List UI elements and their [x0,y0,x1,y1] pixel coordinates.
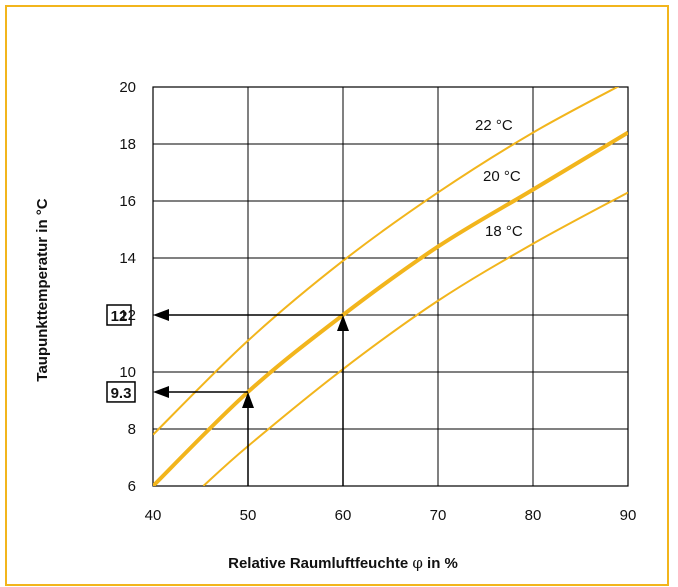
y-tick-label: 8 [128,421,136,438]
arrowhead [242,391,254,408]
curve-labels: 22 °C 20 °C 18 °C [475,117,523,240]
value-box [106,304,132,326]
x-tick-label: 60 [335,507,352,524]
plot-border [152,86,629,487]
x-axis-title: Relative Raumluftfeuchte φ in % [228,554,458,572]
curve-label: 20 °C [483,168,521,185]
arrowhead [337,315,349,331]
curve-label: 18 °C [485,223,523,240]
curve-label: 22 °C [475,117,513,134]
y-tick-label: 6 [128,478,136,495]
y-tick-label: 12 [119,307,136,324]
chart-frame [5,5,669,586]
reading-arrows: 129.3 [106,304,349,486]
x-tick-label: 90 [620,507,637,524]
arrowhead [153,385,169,398]
y-tick-label: 14 [119,250,136,267]
value-box [106,381,136,403]
value-box-label: 9.3 [111,385,132,402]
x-tick-label: 50 [240,507,257,524]
y-tick-label: 10 [119,364,136,381]
curve-22c [153,87,620,436]
tick-labels: 40 50 60 70 80 90 6 8 10 12 14 16 18 20 [119,79,636,524]
value-box-label: 12 [111,308,128,325]
y-axis-title: Taupunkttemperatur in °C [34,198,51,381]
curve-18c [202,191,628,486]
y-tick-label: 20 [119,79,136,96]
x-tick-label: 40 [145,507,162,524]
arrowhead [153,309,169,321]
curves [153,87,628,486]
x-tick-label: 80 [525,507,542,524]
y-tick-label: 18 [119,136,136,153]
curve-20c [153,130,628,486]
x-tick-label: 70 [430,507,447,524]
grid [152,86,629,487]
y-tick-label: 16 [119,193,136,210]
